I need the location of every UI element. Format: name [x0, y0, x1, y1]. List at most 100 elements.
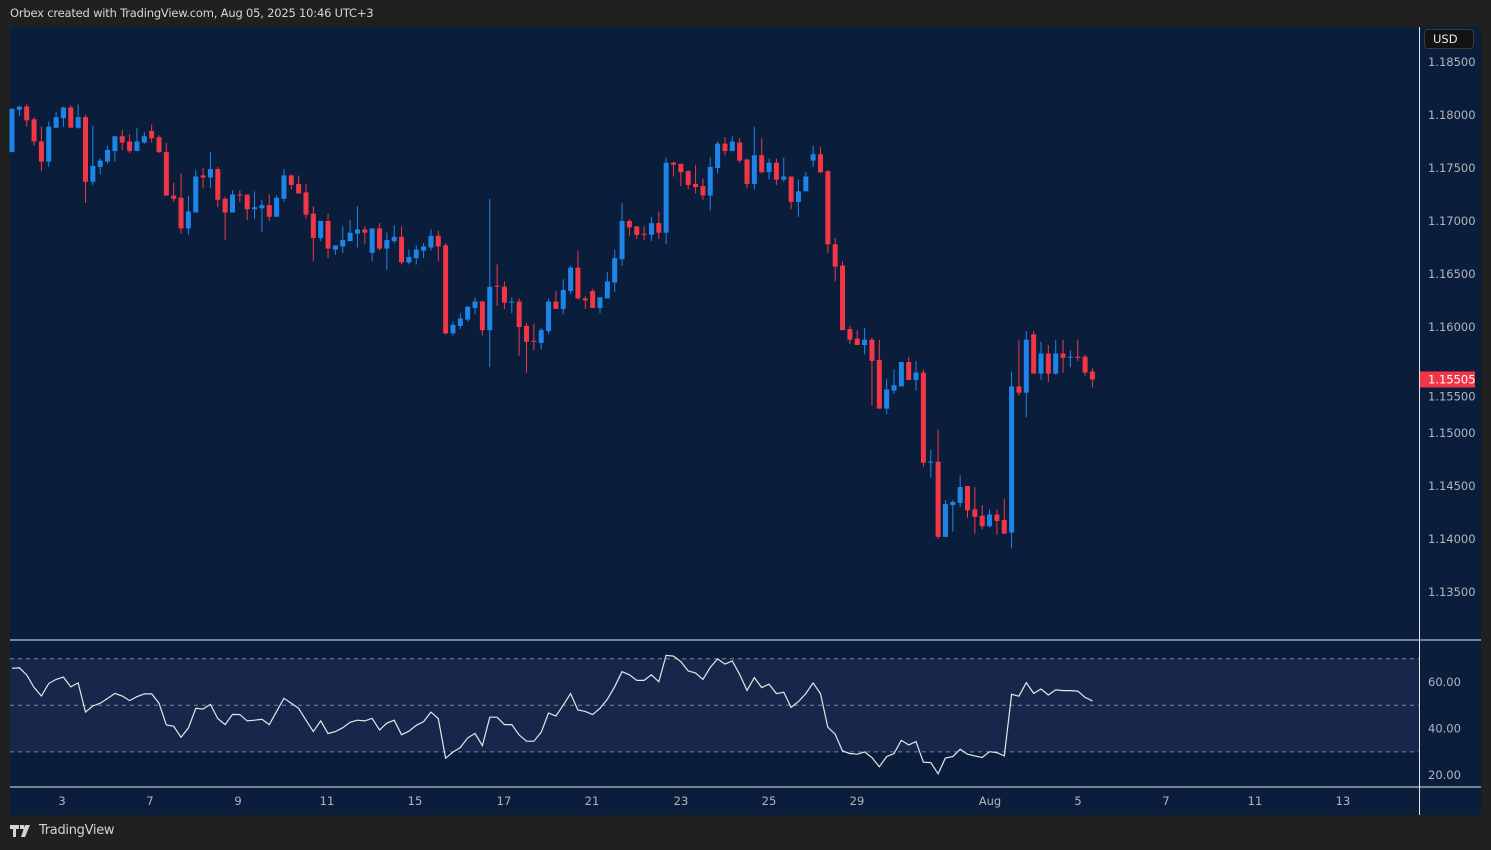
candle — [369, 228, 375, 262]
rsi-axis[interactable]: 60.00 40.00 20.00 — [1428, 675, 1461, 782]
candle-body — [590, 290, 596, 308]
candle-body — [53, 117, 59, 128]
candle-body — [377, 228, 382, 249]
candle-body — [318, 221, 324, 238]
candle — [457, 313, 463, 330]
candle-body — [597, 297, 603, 308]
candle — [1001, 498, 1007, 534]
candle — [685, 170, 691, 190]
candle — [531, 323, 537, 351]
candle-body — [781, 176, 787, 180]
candle — [479, 300, 485, 336]
candle — [435, 230, 441, 262]
candle — [472, 297, 478, 315]
time-tick: 21 — [585, 794, 600, 808]
time-tick: Aug — [979, 794, 1001, 808]
candle — [590, 288, 596, 308]
candle — [818, 146, 823, 174]
candle-body — [553, 301, 559, 309]
candle-body — [1009, 386, 1015, 533]
candle — [928, 449, 934, 478]
candle-body — [399, 236, 405, 263]
candle — [24, 104, 30, 127]
candle-body — [105, 149, 111, 162]
candle — [656, 211, 662, 240]
candle — [75, 104, 81, 129]
time-tick: 25 — [762, 794, 777, 808]
candle — [729, 136, 735, 152]
rsi-tick: 60.00 — [1428, 675, 1461, 689]
candle — [759, 138, 765, 174]
candle — [244, 194, 250, 220]
candle-body — [516, 301, 522, 327]
candle — [16, 106, 22, 117]
candle — [266, 194, 272, 221]
candle — [1082, 354, 1088, 376]
candle — [678, 163, 684, 187]
time-axis[interactable]: 3 7 9 11 15 17 21 23 25 29 Aug 5 7 11 13 — [58, 794, 1350, 808]
candle-body — [406, 257, 412, 263]
candle-body — [171, 195, 177, 199]
candle-body — [604, 281, 610, 299]
candle-body — [119, 136, 125, 143]
price-tick: 1.16000 — [1428, 320, 1476, 334]
candle — [354, 206, 360, 248]
candle — [737, 138, 743, 163]
price-axis[interactable]: 1.18500 1.18000 1.17500 1.17000 1.16500 1.160… — [1428, 55, 1476, 599]
candle-body — [965, 486, 970, 511]
candle — [443, 243, 449, 335]
candle-body — [288, 175, 294, 185]
candle-body — [494, 285, 500, 287]
candle-body — [972, 509, 978, 517]
candle — [222, 196, 228, 241]
tradingview-logo[interactable]: TradingView — [10, 823, 115, 838]
candle-body — [90, 165, 96, 182]
candle — [1053, 339, 1059, 375]
candle-body — [876, 359, 882, 409]
candle-body — [619, 221, 625, 260]
price-tick: 1.18500 — [1428, 55, 1476, 69]
candle-body — [354, 229, 360, 234]
candle-body — [737, 142, 743, 161]
candle — [612, 249, 618, 293]
candle-body — [957, 487, 963, 503]
candle-body — [134, 141, 140, 152]
candle — [715, 141, 721, 174]
currency-button[interactable]: USD — [1424, 29, 1474, 49]
candle-body — [465, 306, 471, 320]
candle-body — [847, 329, 853, 340]
candle — [1060, 339, 1066, 373]
candle-body — [920, 372, 926, 463]
candle — [171, 182, 177, 202]
brand-name: TradingView — [39, 823, 115, 838]
candle-body — [1053, 353, 1059, 374]
candle — [560, 279, 566, 315]
candle — [31, 117, 37, 146]
time-tick: 23 — [674, 794, 689, 808]
candle-body — [340, 240, 346, 247]
candle-body — [810, 154, 816, 161]
candle-body — [979, 515, 985, 527]
candle — [60, 106, 66, 127]
candle-body — [472, 301, 478, 308]
candle — [9, 108, 15, 153]
candle — [942, 499, 948, 537]
candle — [1009, 371, 1015, 549]
candle — [538, 328, 544, 350]
candle-body — [1001, 519, 1007, 534]
candle-body — [149, 130, 155, 139]
candle — [487, 198, 493, 368]
candle — [597, 297, 603, 314]
candle — [347, 219, 353, 242]
candle — [751, 126, 757, 190]
candle — [663, 157, 669, 245]
candle — [773, 158, 779, 185]
candle — [465, 305, 471, 322]
candle — [832, 237, 838, 282]
candle — [310, 206, 316, 262]
candle-body — [818, 154, 823, 173]
candle — [421, 243, 427, 259]
candle — [127, 134, 133, 154]
rsi-band — [10, 658, 1419, 753]
